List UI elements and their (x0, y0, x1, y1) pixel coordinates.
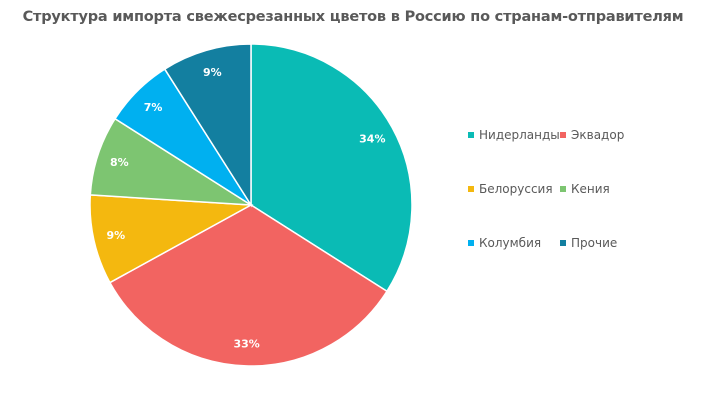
chart-title: Структура импорта свежесрезанных цветов … (22, 9, 684, 25)
data-label: 7% (144, 101, 163, 114)
legend-swatch (468, 186, 474, 192)
legend-item: Прочие (560, 236, 640, 250)
legend-swatch (468, 132, 474, 138)
legend-label: Прочие (571, 236, 618, 250)
pie-slice-5 (163, 43, 252, 208)
legend-item: Колумбия (468, 236, 560, 250)
legend-swatch (560, 240, 566, 246)
legend-item: Нидерланды (468, 128, 560, 142)
legend-label: Колумбия (479, 236, 542, 250)
legend-label: Нидерланды (479, 128, 560, 142)
legend-swatch (560, 186, 566, 192)
data-label: 8% (110, 156, 129, 169)
legend-label: Кения (571, 182, 610, 196)
legend: Нидерланды Эквадор Белоруссия Кения Колумбия… (468, 128, 648, 250)
legend-swatch (560, 132, 566, 138)
legend-item: Белоруссия (468, 182, 560, 196)
legend-label: Эквадор (571, 128, 625, 142)
legend-swatch (468, 240, 474, 246)
data-label: 9% (107, 229, 126, 242)
pie-slice-0 (250, 43, 413, 293)
pie-slice-2 (89, 194, 254, 284)
data-label: 33% (233, 337, 259, 350)
legend-item: Кения (560, 182, 640, 196)
legend-label: Белоруссия (479, 182, 553, 196)
data-label: 34% (359, 132, 385, 145)
legend-item: Эквадор (560, 128, 640, 142)
data-label: 9% (203, 66, 222, 79)
